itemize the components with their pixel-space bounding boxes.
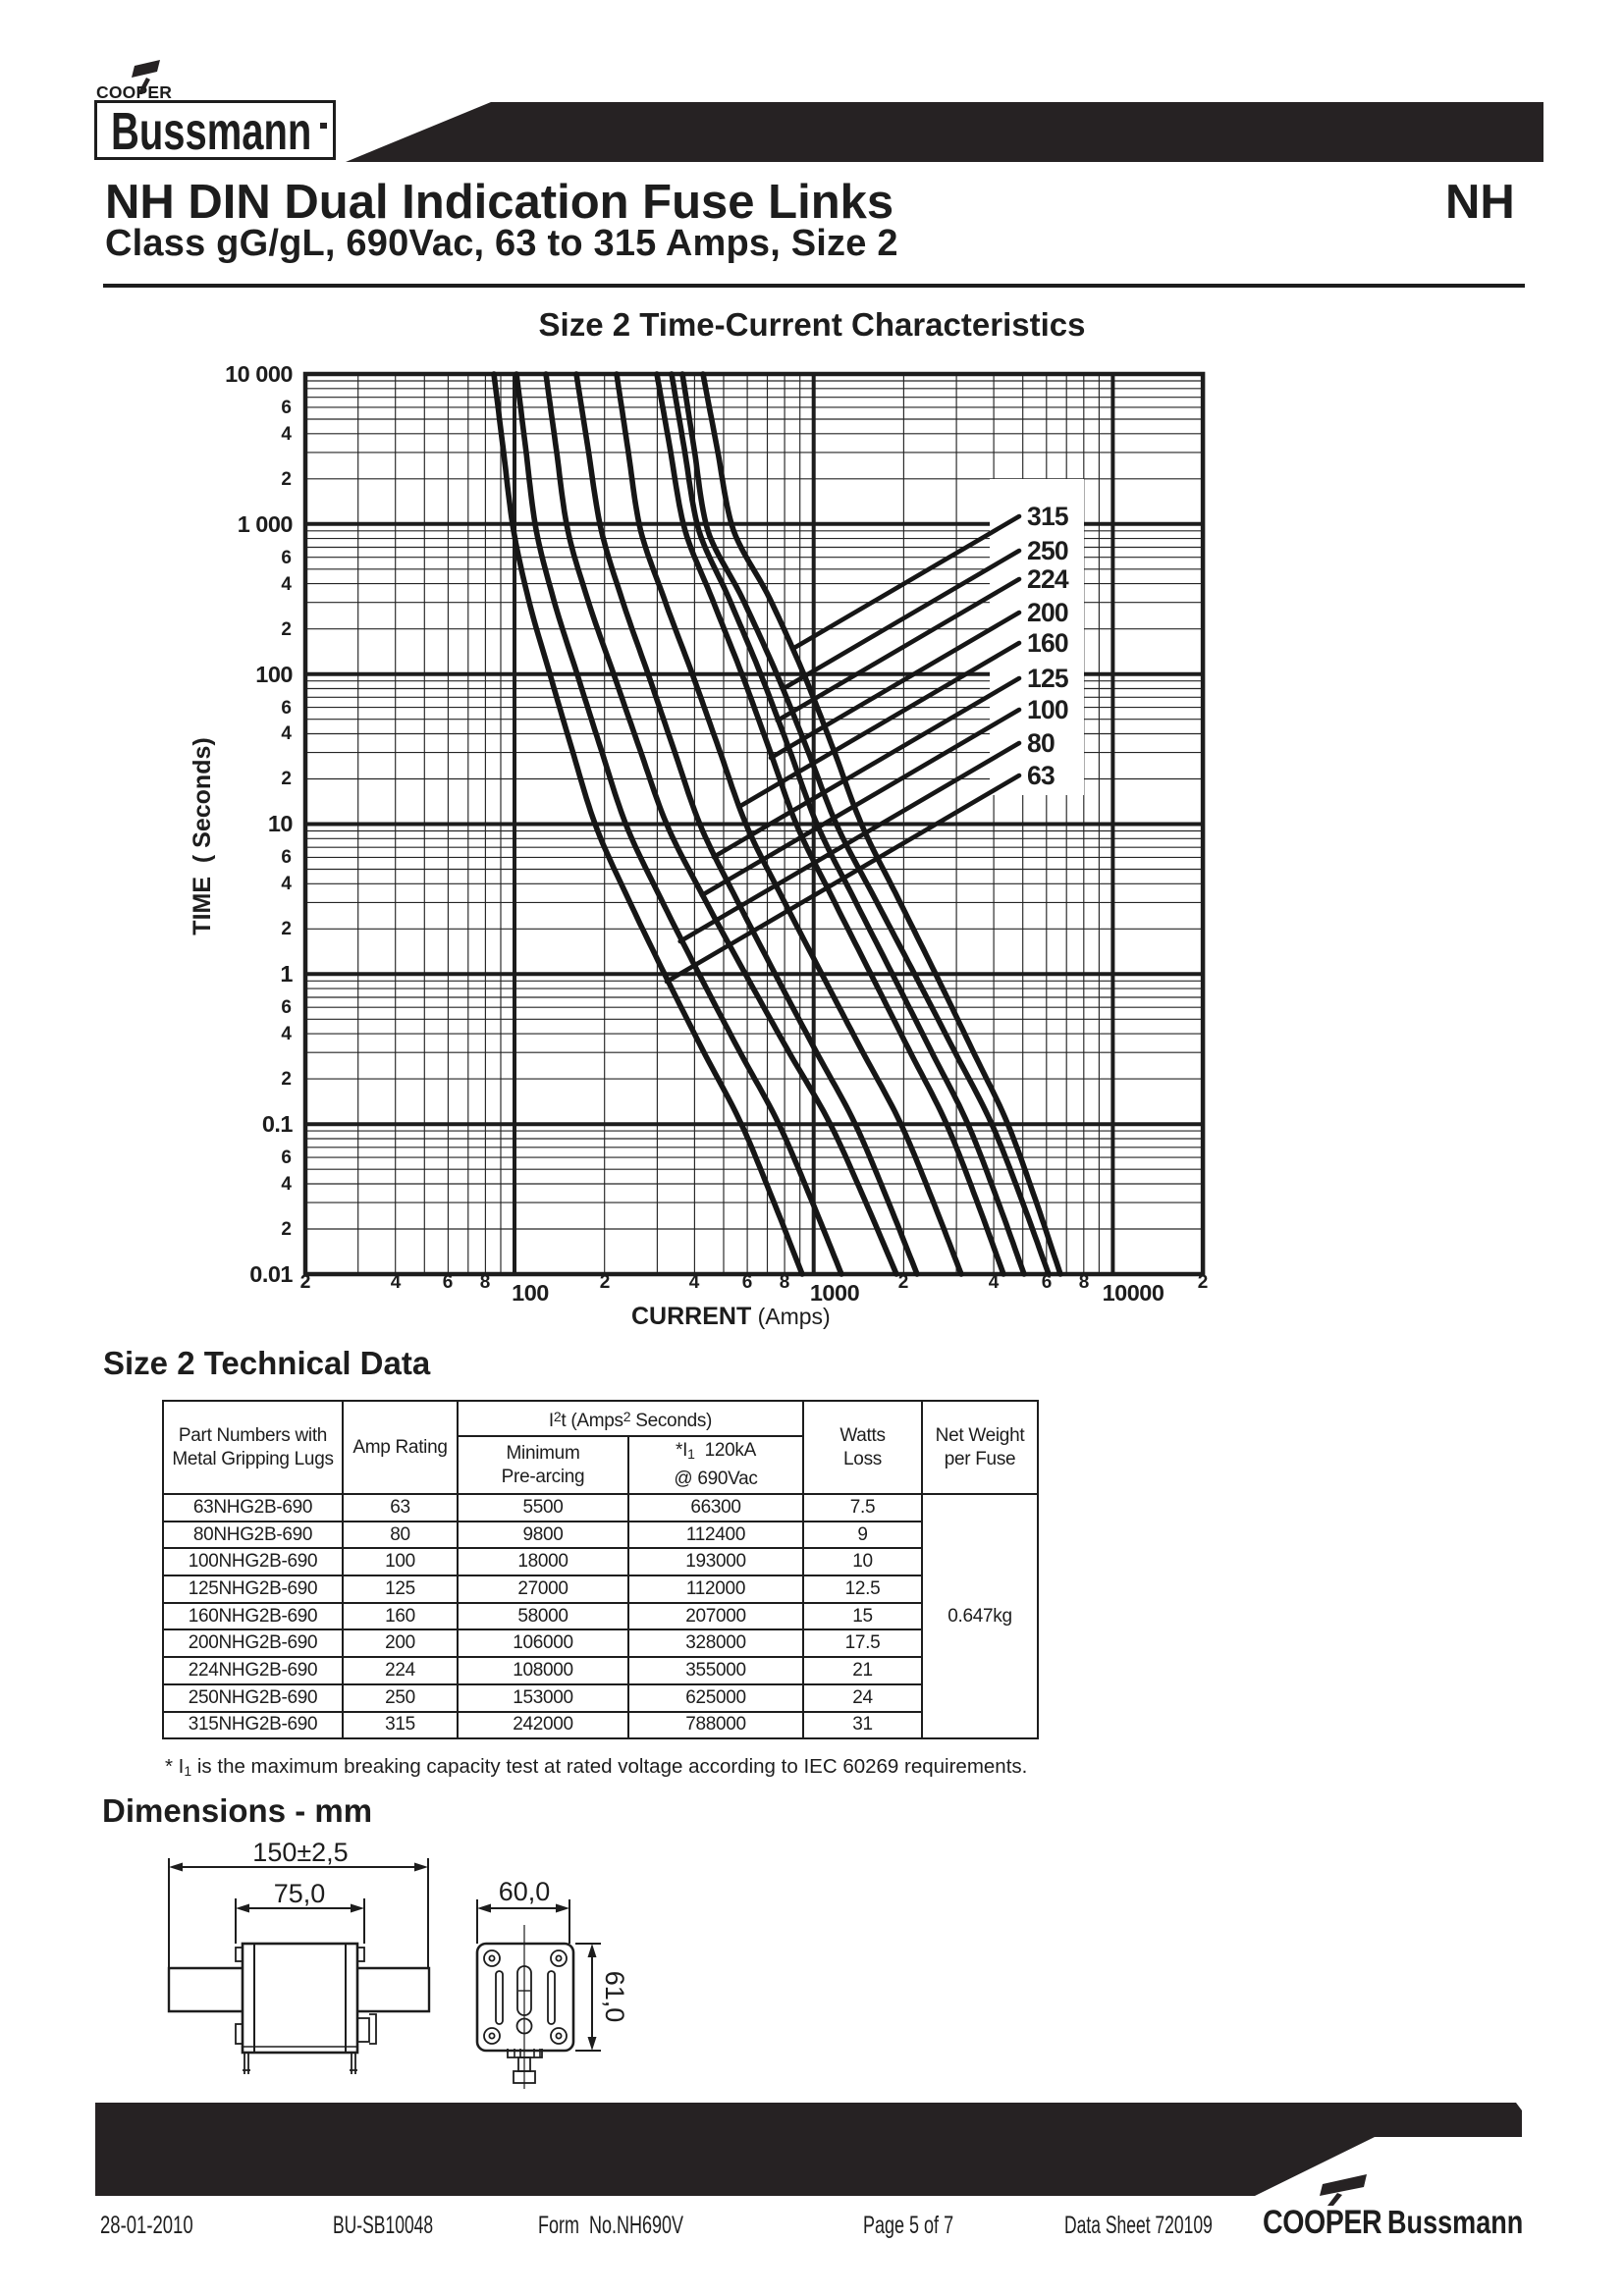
svg-text:4: 4 xyxy=(281,874,292,894)
svg-text:60,0: 60,0 xyxy=(499,1877,551,1906)
svg-text:2: 2 xyxy=(1198,1272,1209,1293)
svg-text:2: 2 xyxy=(898,1272,909,1293)
svg-text:6: 6 xyxy=(281,548,292,568)
svg-text:6: 6 xyxy=(281,1148,292,1168)
svg-text:6: 6 xyxy=(281,847,292,868)
svg-text:2: 2 xyxy=(281,1219,292,1240)
svg-text:6: 6 xyxy=(281,997,292,1018)
svg-text:0.01: 0.01 xyxy=(249,1261,293,1287)
svg-text:6: 6 xyxy=(281,698,292,719)
svg-text:100: 100 xyxy=(255,662,293,687)
svg-text:2: 2 xyxy=(281,769,292,789)
svg-text:4: 4 xyxy=(689,1272,700,1293)
svg-text:4: 4 xyxy=(281,1024,292,1044)
svg-text:2: 2 xyxy=(300,1272,311,1293)
svg-text:75,0: 75,0 xyxy=(274,1879,326,1908)
svg-text:250: 250 xyxy=(1027,536,1068,565)
svg-text:4: 4 xyxy=(281,723,292,744)
svg-text:80: 80 xyxy=(1027,728,1055,758)
svg-text:150±2,5: 150±2,5 xyxy=(252,1838,348,1867)
svg-text:125: 125 xyxy=(1027,664,1068,693)
svg-text:4: 4 xyxy=(281,574,292,595)
svg-text:4: 4 xyxy=(989,1272,1000,1293)
svg-text:8: 8 xyxy=(780,1272,790,1293)
svg-text:10: 10 xyxy=(268,811,294,836)
svg-text:2: 2 xyxy=(281,1069,292,1090)
svg-text:2: 2 xyxy=(600,1272,611,1293)
svg-text:8: 8 xyxy=(480,1272,491,1293)
svg-text:1000: 1000 xyxy=(810,1280,860,1306)
svg-text:2: 2 xyxy=(300,1272,311,1293)
svg-text:4: 4 xyxy=(281,1174,292,1195)
svg-text:Size 2 Time-Current Characteri: Size 2 Time-Current Characteristics xyxy=(539,306,1086,343)
svg-text:TIME ( Seconds): TIME ( Seconds) xyxy=(189,737,216,934)
svg-text:315: 315 xyxy=(1027,502,1068,531)
svg-text:2: 2 xyxy=(281,619,292,640)
svg-text:100: 100 xyxy=(1027,695,1068,724)
svg-text:6: 6 xyxy=(742,1272,753,1293)
svg-text:61,0: 61,0 xyxy=(600,1971,629,2023)
svg-text:63: 63 xyxy=(1027,761,1055,790)
svg-text:CURRENT (Amps): CURRENT (Amps) xyxy=(631,1303,831,1330)
svg-text:6: 6 xyxy=(1042,1272,1053,1293)
svg-text:100: 100 xyxy=(512,1280,549,1306)
svg-text:8: 8 xyxy=(1079,1272,1090,1293)
svg-text:6: 6 xyxy=(281,398,292,418)
svg-text:6: 6 xyxy=(443,1272,454,1293)
svg-text:4: 4 xyxy=(281,424,292,445)
svg-text:2: 2 xyxy=(281,919,292,939)
svg-text:200: 200 xyxy=(1027,598,1068,627)
svg-text:4: 4 xyxy=(391,1272,402,1293)
svg-text:160: 160 xyxy=(1027,628,1068,658)
svg-text:2: 2 xyxy=(281,469,292,490)
svg-text:1 000: 1 000 xyxy=(238,511,294,537)
svg-text:0.1: 0.1 xyxy=(262,1111,294,1137)
svg-text:1: 1 xyxy=(280,961,293,987)
svg-text:10000: 10000 xyxy=(1103,1280,1164,1306)
svg-text:224: 224 xyxy=(1027,564,1069,594)
svg-text:10 000: 10 000 xyxy=(225,361,293,387)
